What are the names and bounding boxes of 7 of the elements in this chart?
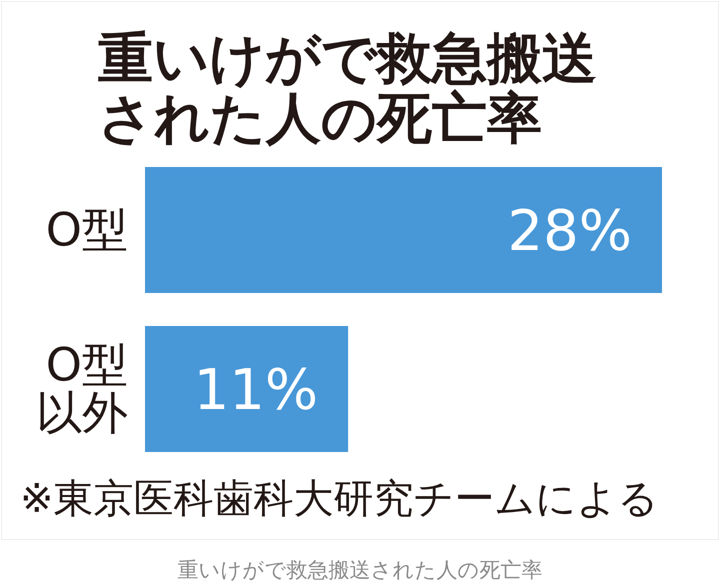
y-tick-label: O型以外 — [36, 337, 128, 440]
text: 重いけがで救急搬送された人の死亡率 — [178, 558, 542, 582]
text: ※東京医科歯科大研究チームによる — [20, 476, 659, 522]
data-label: 28% — [508, 199, 632, 264]
chart-title: 重いけがで救急搬送された人の死亡率 — [98, 26, 597, 150]
y-tick-label: O型 — [46, 202, 128, 256]
data-label: 11% — [194, 358, 318, 423]
